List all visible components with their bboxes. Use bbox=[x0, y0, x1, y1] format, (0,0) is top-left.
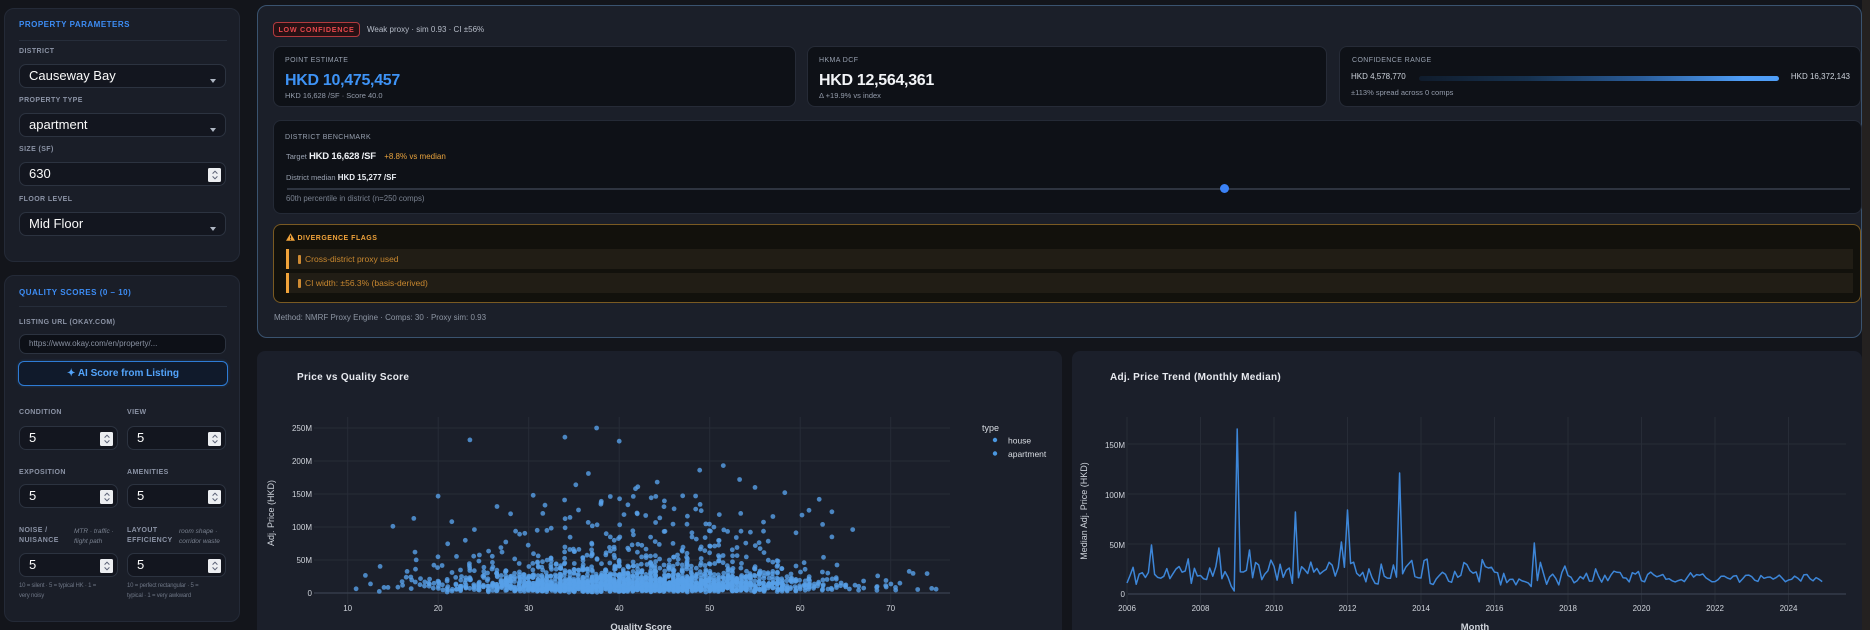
svg-text:2020: 2020 bbox=[1633, 604, 1651, 613]
svg-text:apartment: apartment bbox=[1008, 449, 1047, 459]
svg-text:20: 20 bbox=[434, 604, 443, 613]
svg-text:2024: 2024 bbox=[1780, 604, 1798, 613]
svg-text:Month: Month bbox=[1461, 622, 1490, 630]
svg-text:70: 70 bbox=[886, 604, 895, 613]
svg-text:250M: 250M bbox=[292, 424, 312, 433]
svg-text:0: 0 bbox=[308, 589, 313, 598]
svg-text:100M: 100M bbox=[1105, 491, 1125, 500]
svg-text:50: 50 bbox=[705, 604, 714, 613]
svg-text:type: type bbox=[982, 423, 999, 433]
svg-text:150M: 150M bbox=[292, 490, 312, 499]
svg-text:30: 30 bbox=[524, 604, 533, 613]
svg-text:2006: 2006 bbox=[1118, 604, 1136, 613]
svg-text:40: 40 bbox=[615, 604, 624, 613]
svg-text:100M: 100M bbox=[292, 523, 312, 532]
svg-text:2018: 2018 bbox=[1559, 604, 1577, 613]
svg-text:house: house bbox=[1008, 436, 1031, 446]
svg-text:10: 10 bbox=[343, 604, 352, 613]
svg-text:2010: 2010 bbox=[1265, 604, 1283, 613]
svg-text:50M: 50M bbox=[296, 556, 312, 565]
svg-text:2008: 2008 bbox=[1192, 604, 1210, 613]
svg-text:0: 0 bbox=[1121, 590, 1126, 599]
svg-text:60: 60 bbox=[796, 604, 805, 613]
svg-text:Median Adj. Price (HKD): Median Adj. Price (HKD) bbox=[1079, 462, 1089, 560]
svg-text:Adj. Price (HKD): Adj. Price (HKD) bbox=[266, 480, 276, 546]
svg-text:200M: 200M bbox=[292, 457, 312, 466]
svg-text:Quality Score: Quality Score bbox=[610, 622, 671, 630]
svg-text:2022: 2022 bbox=[1706, 604, 1724, 613]
svg-text:2016: 2016 bbox=[1486, 604, 1504, 613]
svg-text:2014: 2014 bbox=[1412, 604, 1430, 613]
svg-text:50M: 50M bbox=[1109, 541, 1125, 550]
svg-text:2012: 2012 bbox=[1339, 604, 1357, 613]
svg-text:150M: 150M bbox=[1105, 441, 1125, 450]
